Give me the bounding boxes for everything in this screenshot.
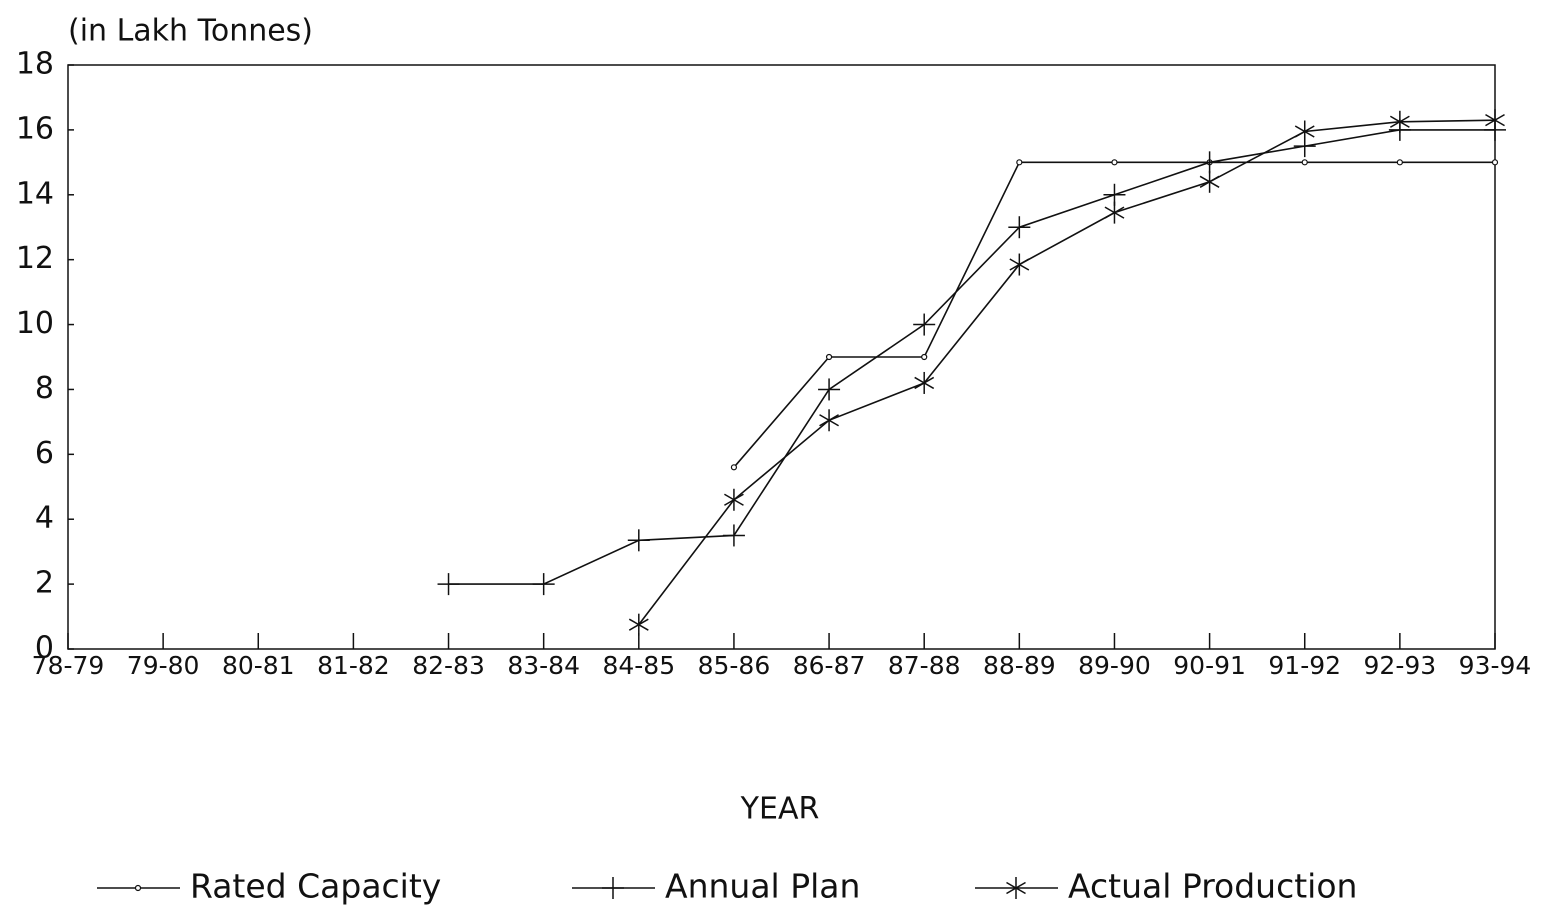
data-point bbox=[1008, 216, 1031, 239]
marker-part bbox=[134, 884, 142, 892]
marker-part bbox=[1199, 175, 1220, 188]
series-line bbox=[638, 119, 1496, 626]
marker-part bbox=[1016, 159, 1023, 166]
legend-label: Actual Production bbox=[1068, 867, 1357, 906]
data-point bbox=[1389, 110, 1410, 133]
marker-part bbox=[730, 464, 738, 471]
data-point bbox=[913, 313, 936, 336]
data-point bbox=[1294, 120, 1315, 143]
data-point bbox=[1111, 159, 1118, 166]
y-tick-label: 12 bbox=[16, 241, 54, 276]
plot-frame bbox=[67, 64, 1496, 650]
legend-label: Annual Plan bbox=[665, 867, 860, 906]
marker-part bbox=[1301, 159, 1308, 166]
legend-marker bbox=[134, 884, 142, 892]
x-axis-label: YEAR bbox=[740, 792, 820, 827]
data-point bbox=[921, 353, 928, 361]
marker-part bbox=[1111, 159, 1118, 166]
data-point bbox=[628, 613, 649, 636]
x-tick-label: 90-91 bbox=[1173, 651, 1246, 680]
data-point bbox=[818, 378, 841, 401]
data-point bbox=[722, 524, 745, 547]
x-tick-label: 85-86 bbox=[698, 651, 771, 680]
marker-part bbox=[1006, 881, 1026, 895]
data-point bbox=[1016, 159, 1023, 166]
y-tick-label: 0 bbox=[35, 631, 54, 666]
x-tick-label: 80-81 bbox=[222, 651, 295, 680]
marker-part bbox=[1485, 114, 1505, 127]
data-point bbox=[825, 353, 833, 361]
data-point bbox=[437, 573, 460, 596]
x-tick-label: 83-84 bbox=[507, 651, 580, 680]
y-tick-label: 8 bbox=[35, 371, 54, 406]
data-point bbox=[1301, 159, 1308, 166]
marker-part bbox=[1396, 159, 1403, 166]
marker-part bbox=[628, 618, 649, 631]
marker-part bbox=[921, 353, 928, 361]
legend-marker bbox=[602, 877, 624, 899]
marker-part bbox=[1294, 125, 1315, 138]
legend-marker bbox=[1006, 877, 1026, 899]
y-tick-label: 10 bbox=[16, 306, 54, 341]
x-tick-label: 82-83 bbox=[412, 651, 485, 680]
data-point bbox=[1198, 151, 1221, 174]
y-tick-label: 16 bbox=[16, 111, 54, 146]
x-tick-label: 88-89 bbox=[983, 651, 1056, 680]
x-tick-label: 91-92 bbox=[1268, 651, 1341, 680]
x-tick-label: 79-80 bbox=[127, 651, 200, 680]
series-line bbox=[448, 129, 1495, 585]
data-point bbox=[1104, 201, 1125, 224]
x-tick-label: 92-93 bbox=[1364, 651, 1437, 680]
data-point bbox=[724, 488, 744, 511]
x-tick-label: 81-82 bbox=[317, 651, 390, 680]
y-tick-label: 18 bbox=[16, 47, 54, 82]
x-tick-label: 87-88 bbox=[888, 651, 961, 680]
y-tick-label: 4 bbox=[35, 501, 54, 536]
marker-part bbox=[1389, 115, 1410, 128]
legend-label: Rated Capacity bbox=[190, 867, 441, 906]
data-point bbox=[819, 409, 839, 432]
data-point bbox=[627, 529, 650, 552]
data-point bbox=[914, 371, 935, 394]
data-point bbox=[1009, 253, 1030, 276]
x-tick-label: 84-85 bbox=[602, 651, 675, 680]
data-point bbox=[1485, 109, 1505, 132]
marker-part bbox=[914, 376, 935, 390]
data-point bbox=[1199, 170, 1220, 193]
marker-part bbox=[1104, 206, 1125, 219]
marker-part bbox=[1009, 258, 1030, 271]
x-tick-label: 89-90 bbox=[1078, 651, 1151, 680]
x-tick-label: 93-94 bbox=[1459, 651, 1532, 680]
marker-part bbox=[1491, 159, 1499, 166]
marker-part bbox=[819, 414, 839, 427]
marker-part bbox=[825, 353, 833, 361]
y-tick-label: 2 bbox=[35, 566, 54, 601]
y-tick-label: 14 bbox=[16, 176, 54, 211]
x-tick-label: 86-87 bbox=[793, 651, 866, 680]
data-point bbox=[1396, 159, 1403, 166]
x-tick-label: 78-79 bbox=[32, 651, 105, 680]
chart-title: (in Lakh Tonnes) bbox=[68, 14, 313, 49]
y-tick-label: 6 bbox=[35, 436, 54, 471]
data-point bbox=[532, 573, 555, 596]
marker-part bbox=[724, 493, 744, 506]
data-point bbox=[730, 464, 738, 471]
data-point bbox=[1491, 159, 1499, 166]
